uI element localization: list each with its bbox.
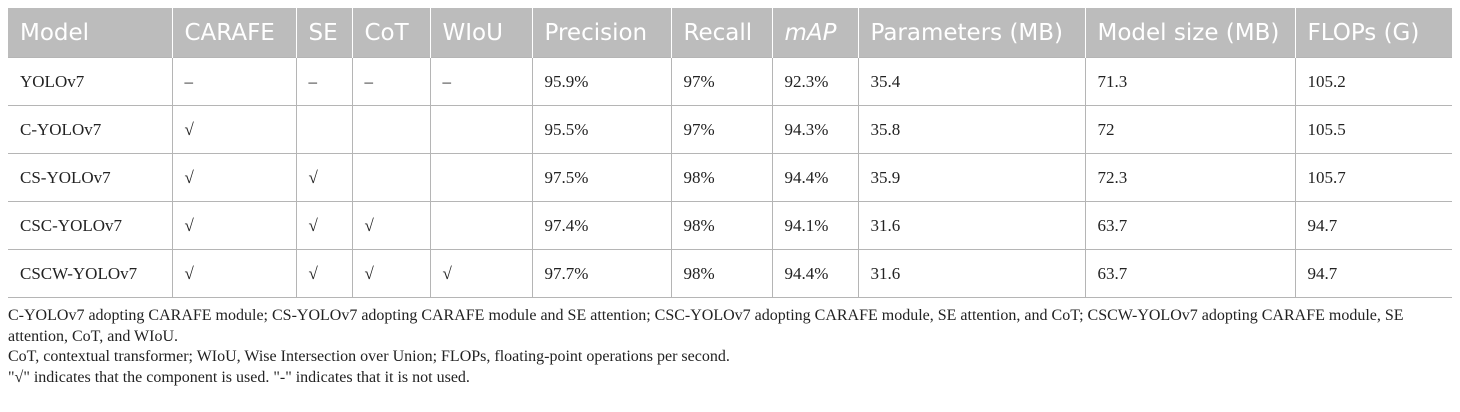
table-row: CSC-YOLOv7 √ √ √ 97.4% 98% 94.1% 31.6 63… [8, 201, 1452, 250]
table-row: YOLOv7 – – – – 95.9% 97% 92.3% 35.4 71.3… [8, 57, 1452, 106]
cell-wiou: √ [429, 249, 532, 298]
header-flops: FLOPs (G) [1294, 8, 1452, 58]
cell-se: √ [295, 249, 352, 298]
cell-model: CSC-YOLOv7 [8, 201, 172, 250]
cell-carafe: √ [171, 105, 296, 154]
cell-flops: 94.7 [1294, 201, 1452, 250]
cell-model: CSCW-YOLOv7 [8, 249, 172, 298]
cell-wiou [429, 201, 532, 250]
cell-model: YOLOv7 [8, 57, 172, 106]
cell-se: √ [295, 153, 352, 202]
header-map: mAP [771, 8, 858, 58]
header-cot: CoT [351, 8, 430, 58]
cell-map: 94.4% [771, 153, 858, 202]
cell-cot: √ [351, 201, 430, 250]
header-parameters: Parameters (MB) [857, 8, 1085, 58]
cell-cot [351, 153, 430, 202]
cell-se [295, 105, 352, 154]
table-footnotes: C-YOLOv7 adopting CARAFE module; CS-YOLO… [8, 306, 1456, 388]
table-row: CS-YOLOv7 √ √ 97.5% 98% 94.4% 35.9 72.3 … [8, 153, 1452, 202]
cell-map: 94.1% [771, 201, 858, 250]
cell-parameters: 31.6 [857, 201, 1085, 250]
cell-model-size: 71.3 [1084, 57, 1295, 106]
header-se: SE [295, 8, 352, 58]
table-row: CSCW-YOLOv7 √ √ √ √ 97.7% 98% 94.4% 31.6… [8, 249, 1452, 298]
cell-se: √ [295, 201, 352, 250]
cell-cot: √ [351, 249, 430, 298]
cell-model-size: 72 [1084, 105, 1295, 154]
cell-map: 94.3% [771, 105, 858, 154]
cell-se: – [295, 57, 352, 106]
cell-flops: 105.7 [1294, 153, 1452, 202]
header-model-size: Model size (MB) [1084, 8, 1295, 58]
cell-parameters: 35.8 [857, 105, 1085, 154]
results-table-container: Model CARAFE SE CoT WIoU Precision Recal… [8, 8, 1452, 298]
cell-model: CS-YOLOv7 [8, 153, 172, 202]
cell-map: 92.3% [771, 57, 858, 106]
header-wiou: WIoU [429, 8, 532, 58]
cell-flops: 105.5 [1294, 105, 1452, 154]
cell-precision: 97.7% [531, 249, 671, 298]
ablation-results-table: Model CARAFE SE CoT WIoU Precision Recal… [8, 8, 1452, 298]
cell-precision: 95.5% [531, 105, 671, 154]
cell-carafe: – [171, 57, 296, 106]
footnote-abbreviations: CoT, contextual transformer; WIoU, Wise … [8, 348, 730, 365]
cell-cot [351, 105, 430, 154]
cell-model-size: 63.7 [1084, 249, 1295, 298]
cell-carafe: √ [171, 153, 296, 202]
cell-flops: 94.7 [1294, 249, 1452, 298]
cell-model-size: 72.3 [1084, 153, 1295, 202]
cell-recall: 97% [670, 57, 772, 106]
cell-wiou [429, 105, 532, 154]
header-recall: Recall [670, 8, 772, 58]
cell-map: 94.4% [771, 249, 858, 298]
cell-recall: 98% [670, 153, 772, 202]
cell-flops: 105.2 [1294, 57, 1452, 106]
cell-precision: 95.9% [531, 57, 671, 106]
cell-recall: 98% [670, 201, 772, 250]
cell-recall: 97% [670, 105, 772, 154]
cell-wiou [429, 153, 532, 202]
header-model: Model [8, 8, 172, 58]
footnote-model-definitions: C-YOLOv7 adopting CARAFE module; CS-YOLO… [8, 307, 1404, 345]
cell-carafe: √ [171, 249, 296, 298]
cell-model: C-YOLOv7 [8, 105, 172, 154]
cell-parameters: 35.9 [857, 153, 1085, 202]
cell-parameters: 35.4 [857, 57, 1085, 106]
cell-carafe: √ [171, 201, 296, 250]
cell-parameters: 31.6 [857, 249, 1085, 298]
cell-cot: – [351, 57, 430, 106]
cell-recall: 98% [670, 249, 772, 298]
cell-precision: 97.5% [531, 153, 671, 202]
header-carafe: CARAFE [171, 8, 296, 58]
header-precision: Precision [531, 8, 671, 58]
footnote-symbol-legend: "√" indicates that the component is used… [8, 368, 470, 386]
cell-precision: 97.4% [531, 201, 671, 250]
cell-model-size: 63.7 [1084, 201, 1295, 250]
cell-wiou: – [429, 57, 532, 106]
header-row: Model CARAFE SE CoT WIoU Precision Recal… [8, 8, 1452, 58]
table-row: C-YOLOv7 √ 95.5% 97% 94.3% 35.8 72 105.5 [8, 105, 1452, 154]
